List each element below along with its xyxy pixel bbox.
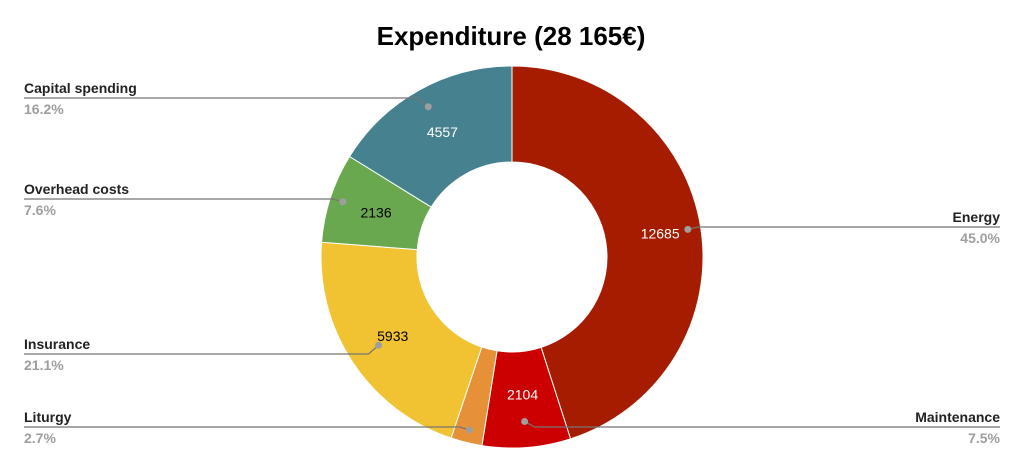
category-label-capital-spending: Capital spending [24,80,137,96]
leader-line-insurance [24,344,379,355]
leader-line-liturgy [24,426,470,431]
leader-dot-liturgy [465,426,473,434]
leader-lines [24,97,1000,434]
percent-label-energy: 45.0% [960,230,1000,246]
category-label-maintenance: Maintenance [915,409,1000,425]
value-label-insurance: 5933 [377,328,408,344]
leader-line-overhead-costs [24,198,343,203]
percent-label-maintenance: 7.5% [968,430,1000,446]
category-label-overhead-costs: Overhead costs [24,181,129,197]
slice-labels: 12685 Energy 45.0% 2104 Maintenance 7.5% Litur… [24,80,1001,446]
value-label-overhead-costs: 2136 [360,205,391,221]
category-label-insurance: Insurance [24,336,90,352]
percent-label-insurance: 21.1% [24,357,64,373]
leader-dot-capital-spending [424,103,432,111]
leader-line-maintenance [524,420,1000,428]
category-label-energy: Energy [953,209,1001,225]
value-label-energy: 12685 [641,226,680,242]
donut-slices [320,65,704,449]
chart-title: Expenditure (28 165€) [377,21,646,51]
category-label-liturgy: Liturgy [24,409,72,425]
leader-line-capital-spending [24,97,429,108]
slice-insurance [320,241,483,439]
leader-line-energy [687,226,1000,230]
slice-capital-spending [348,65,513,208]
value-label-capital-spending: 4557 [427,124,458,140]
percent-label-capital-spending: 16.2% [24,101,64,117]
leader-dot-energy [684,225,692,233]
leader-dot-overhead-costs [339,198,347,206]
slice-energy [511,65,704,440]
percent-label-liturgy: 2.7% [24,430,56,446]
leader-dot-maintenance [521,418,529,426]
leader-dot-insurance [375,341,383,349]
percent-label-overhead-costs: 7.6% [24,202,56,218]
value-label-maintenance: 2104 [507,387,538,403]
